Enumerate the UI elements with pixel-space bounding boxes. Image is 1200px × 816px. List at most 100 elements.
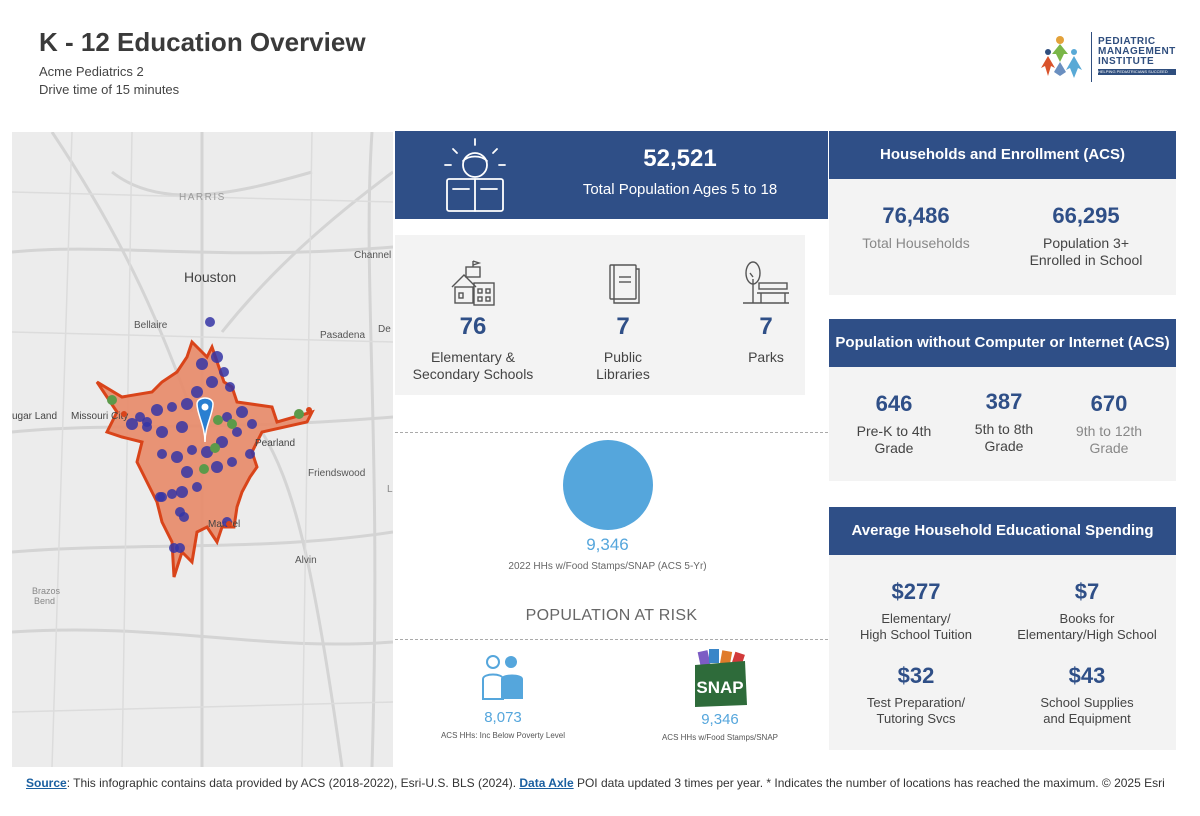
total-households-label: Total Households bbox=[862, 235, 970, 251]
map-label-brazos: Brazos bbox=[32, 586, 61, 596]
school-supplies-label-2: and Equipment bbox=[1043, 711, 1131, 726]
map-label-friendswood: Friendswood bbox=[308, 468, 365, 479]
enrolled-value: 66,295 bbox=[1052, 203, 1120, 228]
tuition-value: $277 bbox=[891, 579, 941, 604]
map-canvas: HARRIS Houston Channel Bellaire Pasadena… bbox=[12, 132, 393, 767]
drive-time-area bbox=[95, 339, 315, 578]
5th-8th-value: 387 bbox=[985, 389, 1023, 414]
9th-12th-value: 670 bbox=[1090, 391, 1128, 416]
map-label-pasadena: Pasadena bbox=[320, 330, 365, 341]
snap-logo-icon: SNAP bbox=[695, 649, 747, 707]
food-stamps-label: 2022 HHs w/Food Stamps/SNAP (ACS 5-Yr) bbox=[508, 561, 707, 572]
facility-schools: 76 Elementary & Secondary Schools bbox=[405, 235, 541, 383]
households-card: Households and Enrollment (ACS) 76,486 T… bbox=[829, 131, 1176, 295]
school-points bbox=[126, 317, 257, 553]
school-icon bbox=[451, 260, 495, 306]
no-computer-title: Population without Computer or Internet … bbox=[829, 319, 1176, 367]
test-prep-label-2: Tutoring Svcs bbox=[876, 711, 956, 726]
logo-line-3: INSTITUTE bbox=[1098, 56, 1155, 67]
data-axle-link[interactable]: Data Axle bbox=[519, 776, 574, 790]
map-label-bellaire: Bellaire bbox=[134, 320, 168, 331]
tuition-label-2: High School Tuition bbox=[859, 627, 972, 642]
snap-badge-text: SNAP bbox=[696, 678, 743, 697]
source-link[interactable]: Source bbox=[26, 776, 67, 790]
drive-time: Drive time of 15 minutes bbox=[39, 82, 180, 97]
map-label-sugar-land: ugar Land bbox=[12, 411, 57, 422]
libraries-label-2: Libraries bbox=[596, 366, 650, 382]
facility-parks: 7 Parks bbox=[698, 235, 834, 366]
population-value: 52,521 bbox=[643, 145, 717, 172]
source-text-1: : This infographic contains data provide… bbox=[66, 776, 520, 790]
drive-time-map[interactable]: HARRIS Houston Channel Bellaire Pasadena… bbox=[12, 132, 393, 767]
school-supplies-value: $43 bbox=[1068, 663, 1106, 688]
logo-figures-icon bbox=[1041, 36, 1082, 78]
population-at-risk-title: POPULATION AT RISK bbox=[525, 607, 698, 624]
book-icon bbox=[609, 264, 640, 304]
pre-k-4th: 646 Pre-K to 4th Grade bbox=[839, 391, 949, 457]
student-reading-icon bbox=[444, 138, 506, 212]
libraries-label-1: Public bbox=[603, 349, 643, 365]
parks-label-1: Parks bbox=[748, 349, 784, 365]
no-computer-card: Population without Computer or Internet … bbox=[829, 319, 1176, 481]
population-banner: 52,521 Total Population Ages 5 to 18 bbox=[395, 131, 828, 219]
logo-line-2: MANAGEMENT bbox=[1098, 46, 1176, 57]
libraries-count: 7 bbox=[616, 313, 630, 340]
page-title: K - 12 Education Overview bbox=[39, 27, 366, 57]
school-supplies: $43 School Supplies and Equipment bbox=[1001, 663, 1173, 727]
map-label-houston: Houston bbox=[184, 269, 236, 285]
pmi-logo: PEDIATRIC MANAGEMENT INSTITUTE HELPING P… bbox=[1038, 32, 1178, 82]
enrolled-label-1: Population 3+ bbox=[1042, 235, 1130, 251]
total-households: 76,486 Total Households bbox=[829, 203, 1003, 252]
test-prep: $32 Test Preparation/ Tutoring Svcs bbox=[829, 663, 1003, 727]
map-label-alvin: Alvin bbox=[295, 555, 317, 566]
source-text-2: POI data updated 3 times per year. * Ind… bbox=[573, 776, 1165, 790]
location-name: Acme Pediatrics 2 bbox=[39, 64, 144, 79]
schools-label-2: Secondary Schools bbox=[412, 366, 534, 382]
facility-pin-icon bbox=[196, 397, 214, 443]
total-households-value: 76,486 bbox=[882, 203, 950, 228]
food-stamps-value: 9,346 bbox=[586, 535, 629, 554]
schools-label-1: Elementary & bbox=[430, 349, 516, 365]
books-label-2: Elementary/High School bbox=[1017, 627, 1157, 642]
books-label-1: Books for bbox=[1059, 611, 1115, 626]
map-label-de: De bbox=[378, 324, 391, 335]
test-prep-label-1: Test Preparation/ bbox=[866, 695, 966, 710]
test-prep-value: $32 bbox=[897, 663, 935, 688]
5th-8th-label-1: 5th to 8th bbox=[974, 421, 1034, 437]
map-label-channel: Channel bbox=[354, 250, 391, 261]
logo-line-1: PEDIATRIC bbox=[1098, 36, 1156, 47]
enrolled-label-2: Enrolled in School bbox=[1029, 252, 1143, 268]
map-label-bend: Bend bbox=[34, 596, 55, 606]
5th-8th: 387 5th to 8th Grade bbox=[949, 389, 1059, 455]
enrolled-in-school: 66,295 Population 3+ Enrolled in School bbox=[1001, 203, 1171, 269]
park-icon bbox=[743, 261, 789, 304]
park-points bbox=[107, 395, 304, 474]
9th-12th: 670 9th to 12th Grade bbox=[1054, 391, 1164, 457]
poverty-item: 8,073 ACS HHs: Inc Below Poverty Level bbox=[403, 645, 603, 740]
tuition: $277 Elementary/ High School Tuition bbox=[829, 579, 1003, 643]
books: $7 Books for Elementary/High School bbox=[1001, 579, 1173, 643]
schools-count: 76 bbox=[459, 313, 487, 340]
facility-libraries: 7 Public Libraries bbox=[555, 235, 691, 383]
9th-12th-label-1: 9th to 12th bbox=[1075, 423, 1143, 439]
food-stamps-circle bbox=[563, 440, 653, 530]
logo-divider bbox=[1091, 32, 1092, 82]
map-label-missouri-city: Missouri City bbox=[71, 411, 128, 422]
pre-k-4th-label-1: Pre-K to 4th bbox=[856, 423, 932, 439]
9th-12th-label-2: Grade bbox=[1089, 440, 1129, 456]
tuition-label-1: Elementary/ bbox=[881, 611, 951, 626]
school-supplies-label-1: School Supplies bbox=[1040, 695, 1134, 710]
logo-tagline: HELPING PEDIATRICIANS SUCCEED bbox=[1098, 69, 1176, 75]
divider-2 bbox=[395, 639, 828, 640]
spending-card: Average Household Educational Spending $… bbox=[829, 507, 1176, 750]
pre-k-4th-value: 646 bbox=[875, 391, 913, 416]
households-title: Households and Enrollment (ACS) bbox=[829, 131, 1176, 179]
5th-8th-label-2: Grade bbox=[984, 438, 1024, 454]
poverty-value: 8,073 bbox=[484, 709, 522, 726]
parks-count: 7 bbox=[759, 313, 773, 340]
facilities-panel: 76 Elementary & Secondary Schools 7 Publ… bbox=[395, 235, 805, 395]
map-label-harris: HARRIS bbox=[179, 192, 226, 203]
pre-k-4th-label-2: Grade bbox=[874, 440, 914, 456]
snap-item: SNAP 9,346 ACS HHs w/Food Stamps/SNAP bbox=[620, 645, 820, 742]
snap-value: 9,346 bbox=[701, 711, 739, 728]
